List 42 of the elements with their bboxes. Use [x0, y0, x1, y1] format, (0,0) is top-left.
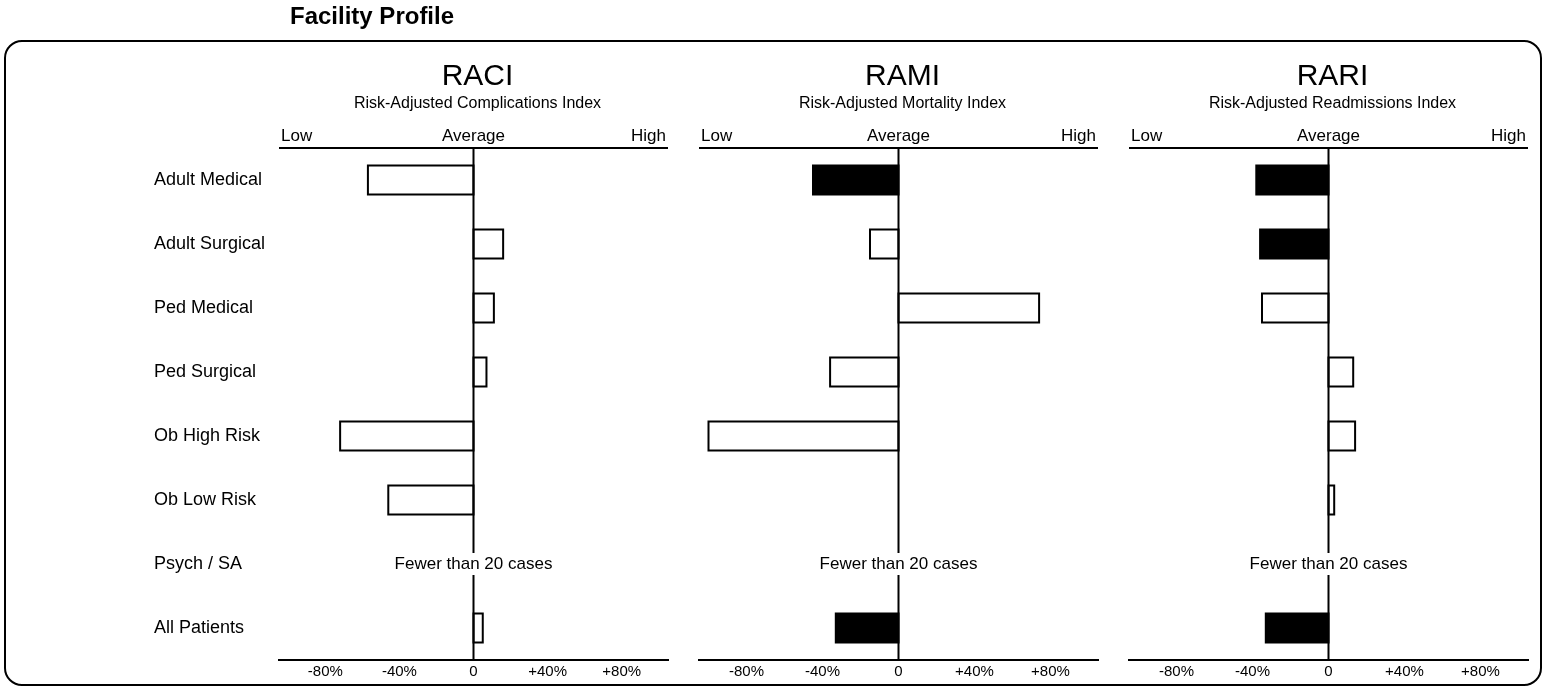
y-tick-label: Ob Low Risk	[154, 488, 258, 509]
x-tick-label: +80%	[602, 662, 642, 680]
annotation: Fewer than 20 cases	[819, 553, 978, 573]
y-tick-label: Ped Surgical	[154, 360, 257, 381]
text: Low	[1131, 126, 1163, 146]
x-tick-label: -40%	[1234, 662, 1271, 680]
x-tick-label: 0	[894, 662, 903, 680]
chart-title: RARI	[1295, 58, 1370, 92]
x-tick-label: -40%	[804, 662, 841, 680]
x-tick-label: +80%	[1031, 662, 1070, 680]
text: High	[1491, 126, 1526, 146]
x-tick-label: 0	[1324, 662, 1333, 680]
x-tick-label: -40%	[381, 662, 417, 680]
chart-subtitle: Risk-Adjusted Mortality Index	[797, 94, 1008, 112]
ref-line-label: Average	[1296, 126, 1361, 146]
y-tick-label: Ob High Risk	[154, 424, 262, 445]
x-tick-label: +40%	[528, 662, 567, 680]
annotation: Fewer than 20 cases	[394, 553, 553, 573]
chart-subtitle: Risk-Adjusted Complications Index	[352, 94, 603, 112]
x-tick-label: +40%	[1385, 662, 1424, 680]
text: Low	[701, 126, 733, 146]
chart-title: RAMI	[864, 58, 941, 92]
ref-line-label: Average	[866, 126, 931, 146]
chart-subtitle: Risk-Adjusted Readmissions Index	[1207, 94, 1458, 112]
text: High	[631, 126, 666, 146]
x-tick-label: -80%	[307, 662, 343, 680]
text: Facility Profile	[290, 2, 455, 30]
text: Low	[281, 126, 313, 146]
chart-title: RACI	[440, 58, 515, 92]
y-tick-label: Psych / SA	[154, 552, 243, 573]
x-tick-label: +80%	[1461, 662, 1500, 680]
y-tick-label: All Patients	[154, 616, 245, 637]
annotation: Fewer than 20 cases	[1249, 553, 1408, 573]
x-tick-label: -80%	[1158, 662, 1195, 680]
y-tick-label: Ped Medical	[154, 296, 254, 317]
ref-line-label: Average	[441, 126, 506, 146]
y-tick-label: Adult Medical	[154, 168, 263, 189]
y-tick-label: Adult Surgical	[154, 232, 266, 253]
x-tick-label: +40%	[955, 662, 994, 680]
x-tick-label: -80%	[728, 662, 765, 680]
x-tick-label: 0	[469, 662, 478, 680]
text: High	[1061, 126, 1096, 146]
